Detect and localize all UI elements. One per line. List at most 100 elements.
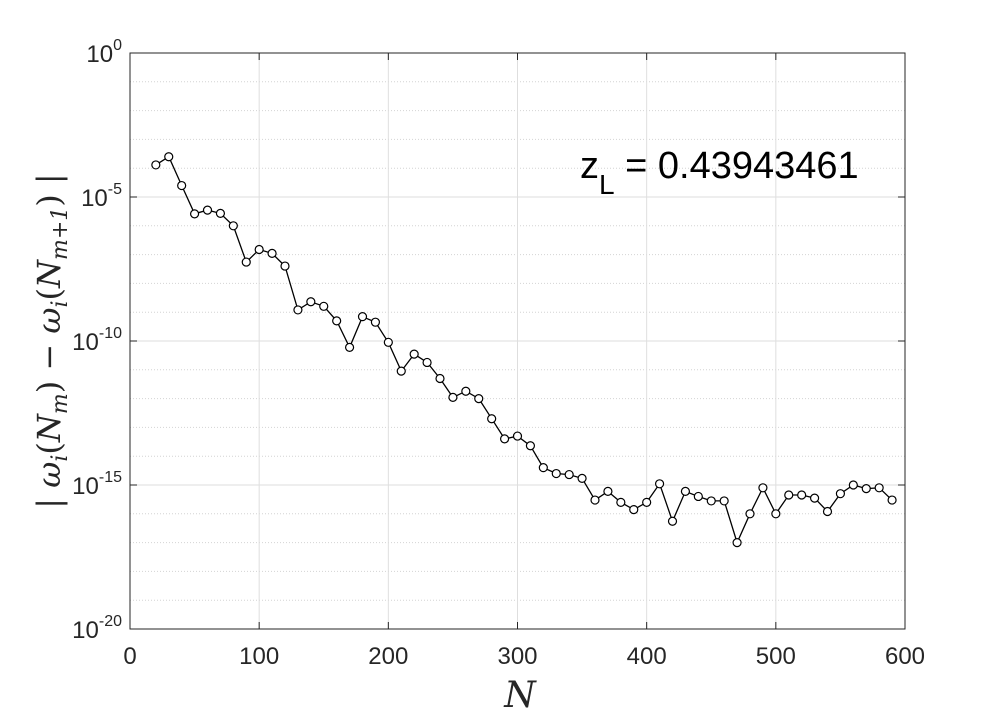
data-point (357, 312, 368, 322)
data-point (435, 373, 445, 384)
data-point (835, 489, 846, 499)
data-point (306, 297, 316, 307)
x-tick-label: 400 (627, 643, 667, 670)
data-point (474, 394, 484, 404)
series-line (155, 155, 893, 545)
y-tick-label: 10-10 (72, 325, 122, 356)
data-point (771, 509, 781, 519)
data-point (719, 496, 729, 506)
y-tick-label: 10-15 (72, 469, 122, 500)
data-point (616, 497, 626, 507)
data-point (189, 209, 200, 219)
data-point (499, 434, 510, 444)
y-axis-title: | ωi(Nm) − ωi(Nm+1) | (30, 173, 73, 508)
annotation-sub: L (599, 169, 615, 200)
x-tick-label: 0 (123, 643, 136, 670)
x-tick-label: 100 (239, 643, 279, 670)
annotation-main: z (580, 145, 599, 187)
y-title-omega-2: ω (30, 308, 68, 334)
data-point (448, 392, 458, 403)
y-tick-base: 10 (86, 41, 113, 68)
y-tick-label: 10-5 (81, 181, 122, 212)
y-tick-exponent: -10 (99, 325, 122, 342)
x-tick-label: 300 (497, 643, 537, 670)
annotation-rest: = 0.43943461 (615, 145, 859, 187)
data-point (332, 316, 342, 326)
data-point (228, 221, 238, 231)
y-title-sub-m-plus-1: m+1 (48, 207, 73, 260)
data-point (525, 441, 536, 451)
data-point (254, 244, 264, 255)
data-point (551, 468, 561, 479)
data-point (151, 160, 161, 170)
annotation: zL = 0.43943461 (580, 145, 859, 200)
data-point (241, 257, 251, 267)
y-title-n-2: N (30, 259, 68, 289)
data-point (512, 431, 523, 441)
data-point (564, 469, 574, 480)
data-point (706, 496, 716, 506)
data-point (887, 495, 897, 505)
data-point (577, 473, 587, 483)
data-point (732, 537, 742, 548)
data-point (822, 506, 833, 517)
data-point (680, 486, 691, 496)
data-point (784, 490, 794, 500)
data-point (667, 516, 678, 526)
y-title-sub-i-1: i (48, 455, 73, 462)
y-title-bar-left: | (30, 498, 68, 509)
y-tick-exponent: 0 (113, 37, 122, 54)
y-title-paren-close-2: ) (30, 194, 68, 206)
data-point (461, 386, 471, 396)
data-point (861, 483, 871, 494)
x-tick-label: 600 (885, 643, 925, 670)
y-title-sub-m: m (48, 393, 73, 414)
data-point (164, 152, 174, 162)
x-tick-label: 200 (368, 643, 408, 670)
data-point (848, 480, 858, 490)
y-tick-base: 10 (72, 473, 99, 500)
data-point (797, 490, 807, 500)
data-point (293, 305, 303, 315)
y-tick-base: 10 (72, 617, 99, 644)
y-tick-base: 10 (81, 185, 108, 212)
y-title-bar-right: | (30, 173, 68, 184)
y-title-paren-open-2: ( (30, 288, 68, 300)
data-point (590, 495, 600, 505)
x-tick-labels: 0 100 200 300 400 500 600 (123, 643, 925, 670)
data-point (487, 414, 497, 424)
y-title-n-1: N (30, 413, 68, 443)
y-tick-exponent: -20 (99, 613, 122, 630)
y-title-omega-1: ω (30, 462, 68, 488)
data-point (396, 366, 406, 376)
data-point (370, 317, 381, 327)
data-point (319, 301, 329, 311)
y-title-space-1 (30, 488, 68, 498)
y-title-space-2 (30, 184, 68, 194)
data-point (693, 491, 703, 502)
data-point (654, 479, 665, 489)
y-tick-exponent: -5 (108, 181, 122, 198)
x-axis-title: N (503, 675, 537, 716)
data-point (215, 208, 226, 218)
data-point (745, 509, 755, 519)
y-title-minus: − (30, 334, 68, 381)
y-title-paren-open-1: ( (30, 442, 68, 454)
data-point (603, 486, 613, 496)
y-tick-base: 10 (72, 329, 99, 356)
y-title-sub-i-2: i (48, 300, 73, 307)
data-point (809, 493, 820, 503)
data-series (151, 152, 897, 548)
data-point (344, 342, 355, 352)
y-tick-exponent: -15 (99, 469, 122, 486)
y-title-paren-close-1: ) (30, 381, 68, 393)
data-point (538, 463, 548, 473)
data-point (422, 357, 432, 368)
data-point (629, 504, 639, 515)
data-point (267, 248, 277, 259)
x-tick-label: 500 (756, 643, 796, 670)
data-point (177, 180, 187, 191)
y-tick-label: 100 (86, 37, 122, 68)
